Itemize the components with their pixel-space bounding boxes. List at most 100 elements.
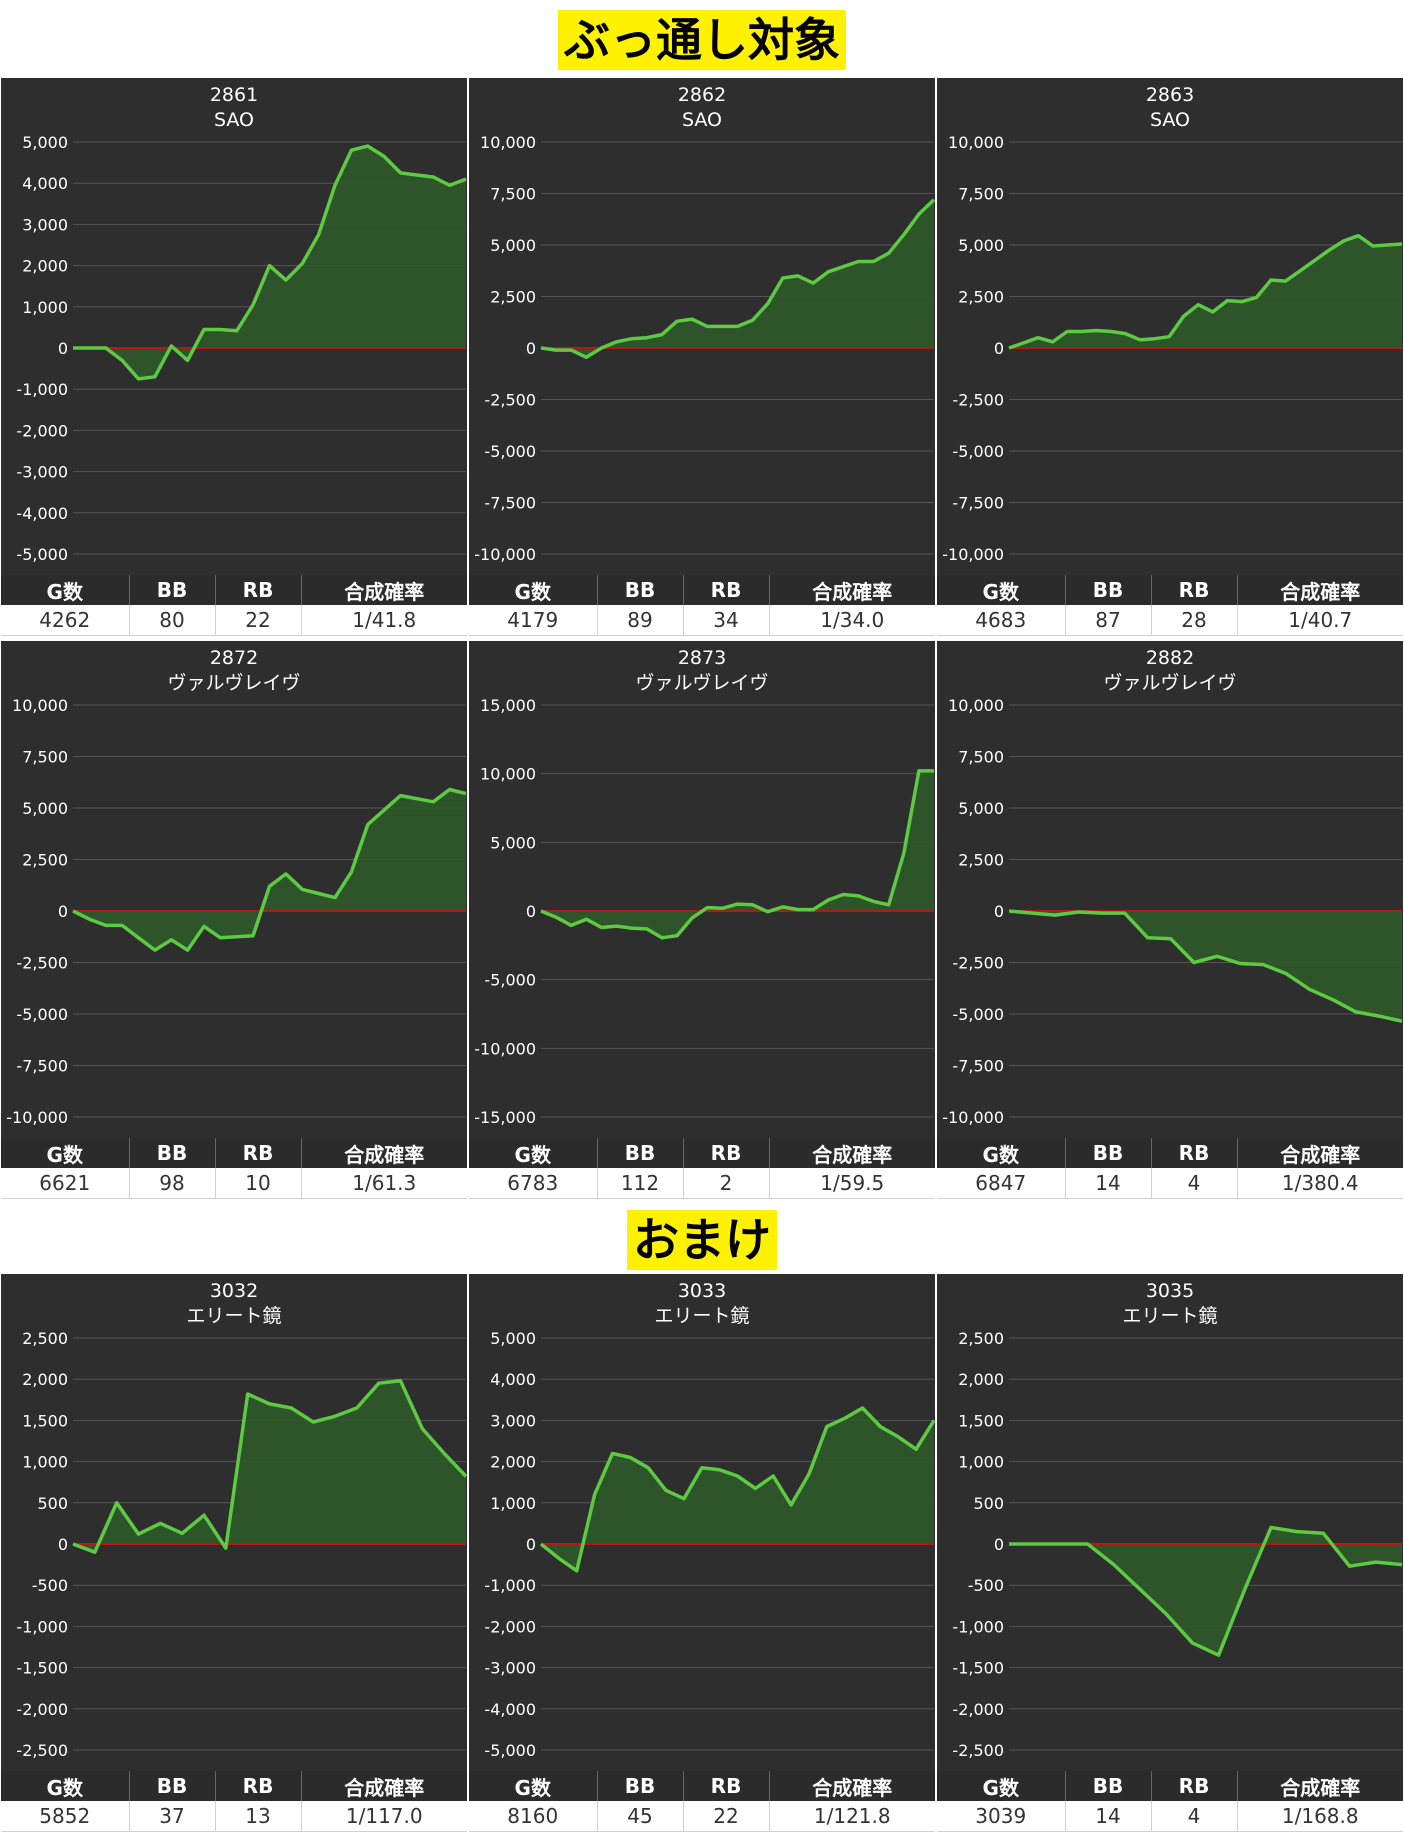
games-value: 4179 — [469, 605, 598, 636]
area-fill — [73, 146, 466, 379]
rb-header: RB — [683, 1771, 770, 1801]
y-tick-label: 2,500 — [958, 288, 1004, 307]
rate-value: 1/59.5 — [769, 1168, 935, 1199]
y-tick-label: -500 — [32, 1576, 68, 1595]
y-tick-label: 500 — [973, 1494, 1004, 1513]
rb-value: 4 — [1151, 1168, 1238, 1199]
y-tick-label: 0 — [994, 902, 1004, 921]
bb-header: BB — [597, 575, 684, 605]
rb-value: 13 — [215, 1801, 302, 1832]
y-tick-label: 0 — [58, 902, 68, 921]
series-line — [72, 1379, 467, 1554]
chart-panel: 2872 ヴァルヴレイヴ 10,000 7,500 5,000 2,500 0 -2,500 -… — [1, 641, 467, 1199]
rb-header: RB — [1151, 1771, 1238, 1801]
chart-machine-name: ヴァルヴレイヴ — [167, 672, 300, 694]
rb-value: 28 — [1151, 605, 1238, 636]
y-tick-label: 15,000 — [480, 696, 536, 715]
rate-header: 合成確率 — [1237, 1771, 1403, 1801]
rate-value: 1/41.8 — [301, 605, 467, 636]
y-tick-label: 7,500 — [958, 185, 1004, 204]
series-line — [539, 1406, 935, 1573]
rate-header: 合成確率 — [301, 1138, 467, 1168]
stats-table: G数 BB RB 合成確率 4179 89 34 1/34.0 — [469, 575, 935, 636]
rate-header: 合成確率 — [301, 575, 467, 605]
rb-header: RB — [215, 1771, 302, 1801]
chart-panel: 2873 ヴァルヴレイヴ 15,000 10,000 5,000 0 -5,000 -10,0… — [469, 641, 935, 1199]
bb-value: 14 — [1065, 1168, 1152, 1199]
rate-value: 1/168.8 — [1237, 1801, 1403, 1832]
bb-header: BB — [597, 1771, 684, 1801]
chart-svg: 2862 SAO 10,000 7,500 5,000 2,500 0 -2,500 -5,00… — [469, 78, 935, 575]
chart-background — [937, 1274, 1403, 1771]
stats-table: G数 BB RB 合成確率 6621 98 10 1/61.3 — [1, 1138, 467, 1199]
games-header: G数 — [937, 1771, 1066, 1801]
stats-table: G数 BB RB 合成確率 4683 87 28 1/40.7 — [937, 575, 1403, 636]
games-header: G数 — [1, 1771, 130, 1801]
rb-value: 2 — [683, 1168, 770, 1199]
bb-header: BB — [1065, 1138, 1152, 1168]
y-tick-label: -2,000 — [16, 421, 68, 440]
chart-panel: 2862 SAO 10,000 7,500 5,000 2,500 0 -2,500 -5,00… — [469, 78, 935, 636]
y-tick-label: 0 — [526, 1535, 536, 1554]
y-tick-label: 5,000 — [490, 236, 536, 255]
games-value: 6847 — [937, 1168, 1066, 1199]
y-tick-label: 2,500 — [490, 288, 536, 307]
chart-machine-name: SAO — [682, 109, 722, 131]
games-value: 4262 — [1, 605, 130, 636]
y-tick-label: 10,000 — [480, 765, 536, 784]
chart-id: 2873 — [678, 647, 726, 669]
chart-panel: 2861 SAO 5,000 4,000 3,000 2,000 1,000 0 -1,000 -… — [1, 78, 467, 636]
y-tick-label: 5,000 — [958, 799, 1004, 818]
series-line — [1008, 909, 1403, 1023]
y-tick-label: 5,000 — [958, 236, 1004, 255]
y-tick-label: 0 — [58, 339, 68, 358]
y-tick-label: -3,000 — [16, 463, 68, 482]
area-fill — [73, 1380, 466, 1553]
y-tick-label: -10,000 — [942, 545, 1004, 564]
y-tick-label: 2,000 — [490, 1453, 536, 1472]
y-tick-label: -4,000 — [484, 1700, 536, 1719]
area-fill — [1009, 911, 1402, 1022]
games-header: G数 — [469, 575, 598, 605]
games-header: G数 — [937, 575, 1066, 605]
section-title-1-text: ぶっ通し対象 — [558, 10, 846, 70]
y-tick-label: -10,000 — [474, 1039, 536, 1058]
games-header: G数 — [469, 1138, 598, 1168]
chart-id: 2882 — [1146, 647, 1194, 669]
rate-header: 合成確率 — [769, 1771, 935, 1801]
y-tick-label: -1,000 — [952, 1617, 1004, 1636]
y-tick-label: 10,000 — [480, 133, 536, 152]
section-title-2-text: おまけ — [627, 1210, 777, 1270]
y-tick-label: 2,500 — [958, 1329, 1004, 1348]
y-tick-label: -7,500 — [952, 1057, 1004, 1076]
y-tick-label: 1,000 — [958, 1453, 1004, 1472]
games-header: G数 — [937, 1138, 1066, 1168]
y-tick-label: -2,000 — [16, 1700, 68, 1719]
rate-header: 合成確率 — [1237, 1138, 1403, 1168]
y-tick-label: -1,500 — [952, 1659, 1004, 1678]
y-tick-label: -2,500 — [16, 954, 68, 973]
rb-value: 22 — [215, 605, 302, 636]
bb-header: BB — [129, 575, 216, 605]
y-tick-label: 2,500 — [22, 851, 68, 870]
y-tick-label: -2,500 — [484, 391, 536, 410]
chart-machine-name: SAO — [214, 109, 254, 131]
chart-id: 3035 — [1146, 1280, 1194, 1302]
bb-header: BB — [129, 1138, 216, 1168]
y-tick-label: 3,000 — [490, 1411, 536, 1430]
bb-value: 37 — [129, 1801, 216, 1832]
bb-value: 45 — [597, 1801, 684, 1832]
rate-header: 合成確率 — [769, 1138, 935, 1168]
games-header: G数 — [1, 575, 130, 605]
rate-value: 1/380.4 — [1237, 1168, 1403, 1199]
y-tick-label: -15,000 — [474, 1108, 536, 1127]
y-tick-label: 10,000 — [948, 696, 1004, 715]
series-line — [72, 787, 467, 952]
chart-machine-name: エリート鏡 — [654, 1305, 749, 1327]
chart-id: 2872 — [210, 647, 258, 669]
y-tick-label: -2,500 — [952, 954, 1004, 973]
stats-table: G数 BB RB 合成確率 4262 80 22 1/41.8 — [1, 575, 467, 636]
games-value: 5852 — [1, 1801, 130, 1832]
y-tick-label: -1,000 — [484, 1576, 536, 1595]
series-line — [1009, 1525, 1403, 1657]
